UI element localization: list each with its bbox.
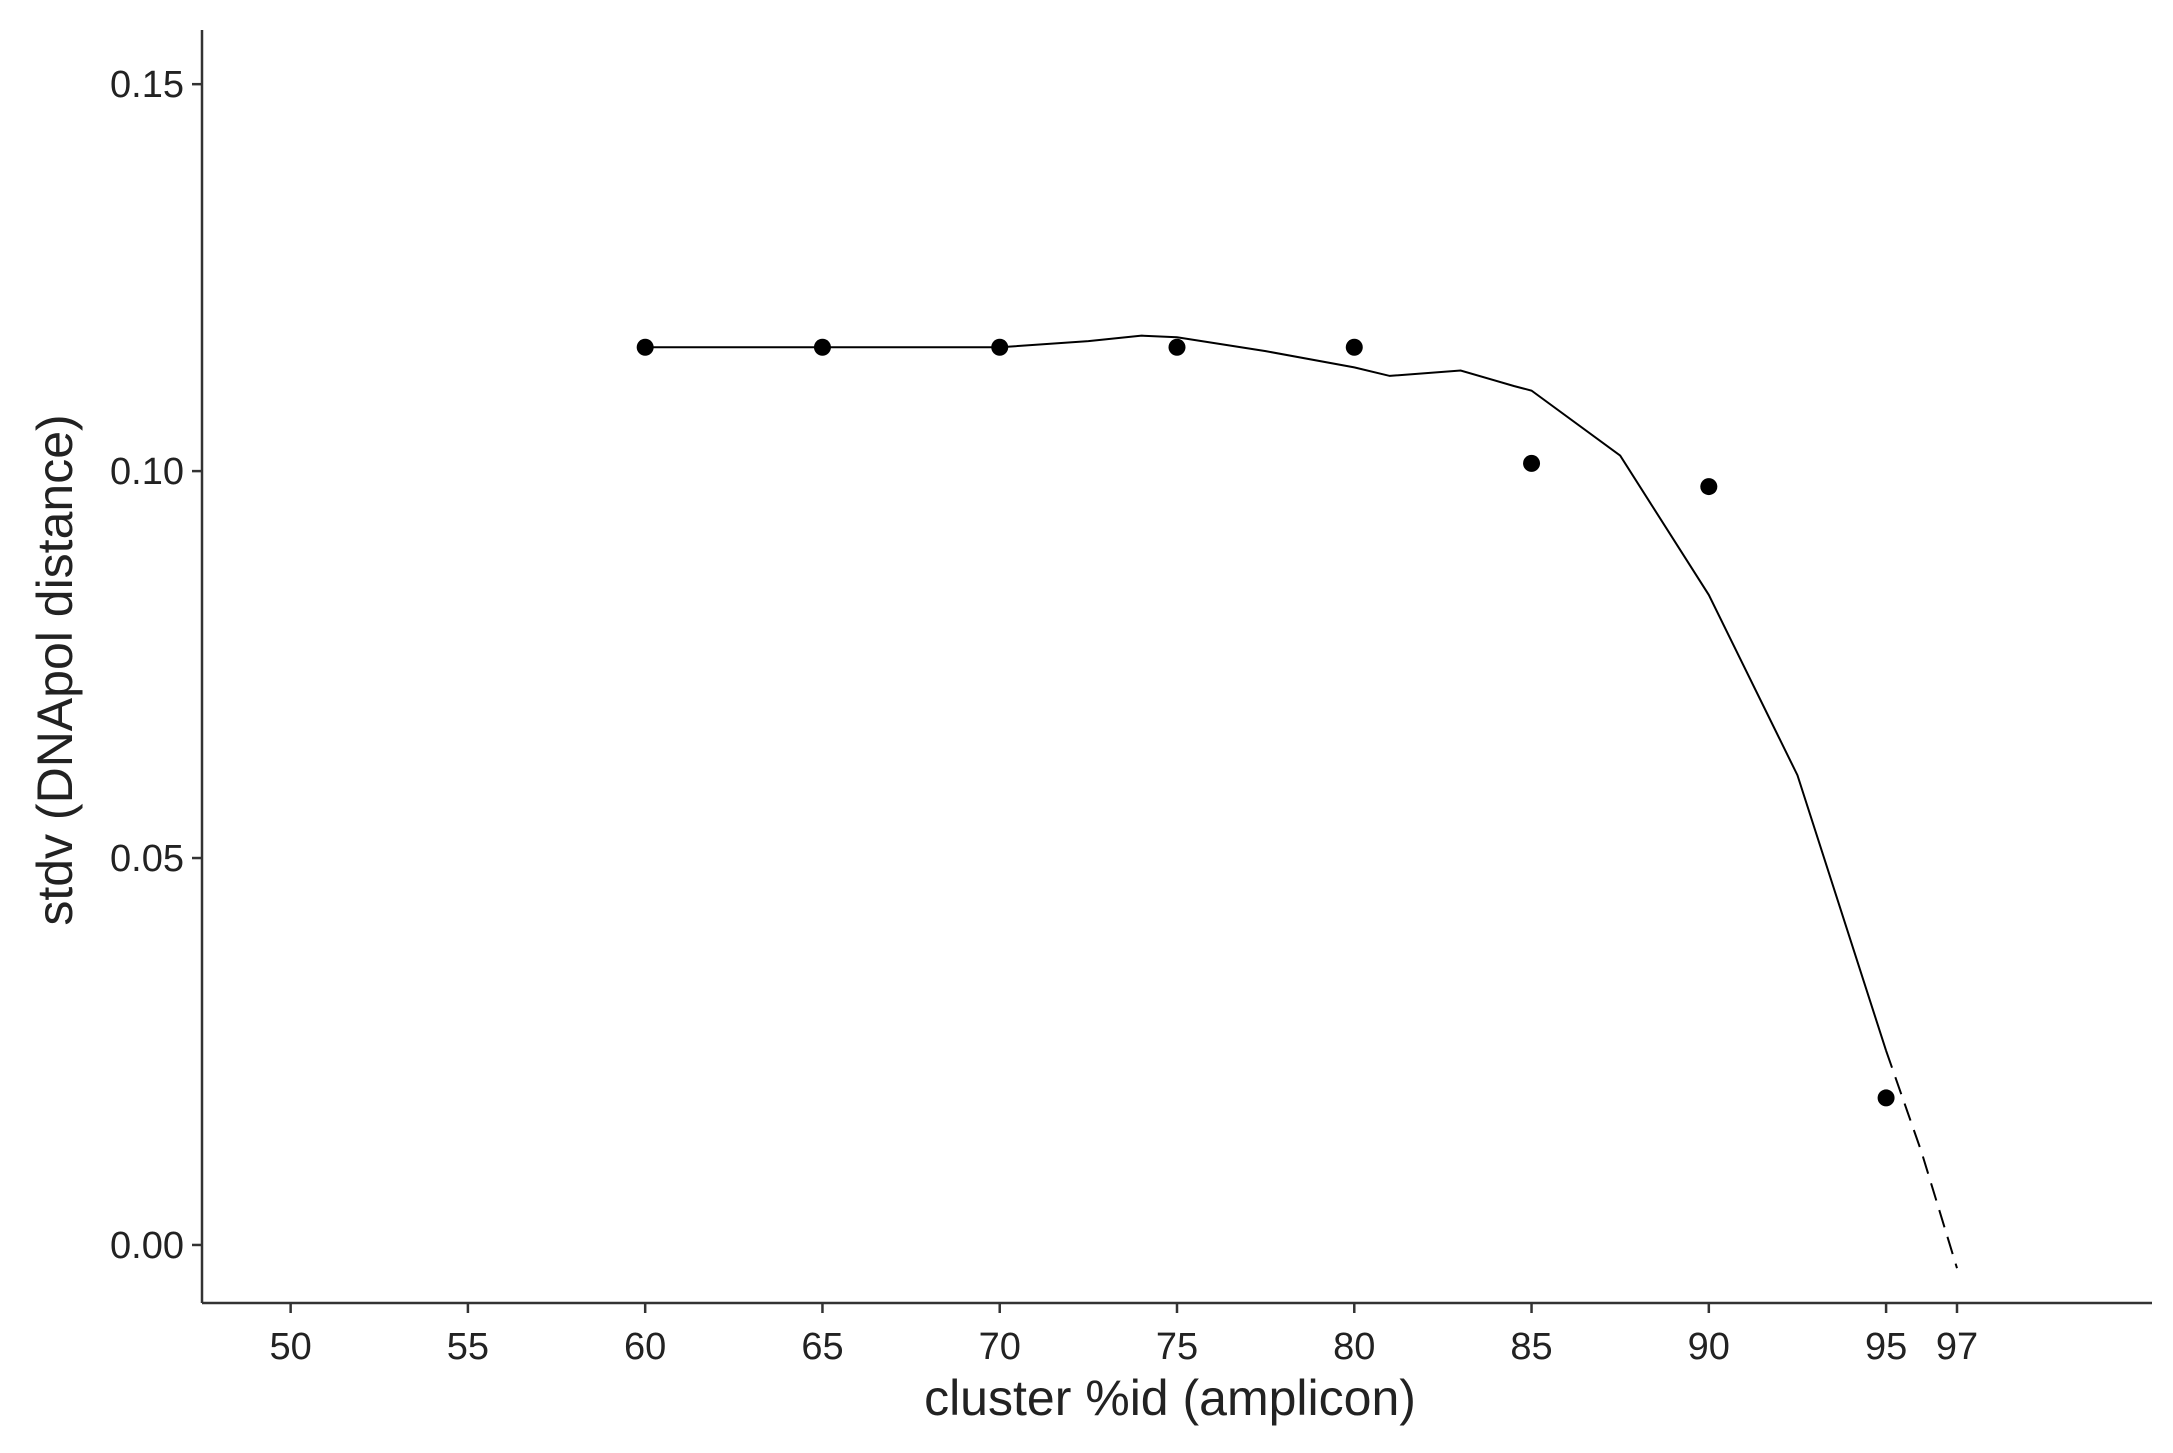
y-tick-label: 0.00 [110, 1225, 184, 1267]
x-tick-label: 97 [1936, 1326, 1978, 1368]
y-tick-label: 0.05 [110, 838, 184, 880]
point [813, 338, 831, 356]
point [1168, 338, 1186, 356]
x-axis-title: cluster %id (amplicon) [924, 1370, 1416, 1426]
fit-line [645, 334, 1888, 1052]
point [991, 338, 1009, 356]
x-tick-label: 60 [624, 1326, 666, 1368]
x-tick-label: 65 [801, 1326, 843, 1368]
x-tick-label: 55 [447, 1326, 489, 1368]
point [636, 338, 654, 356]
point [1877, 1089, 1895, 1107]
x-tick-label: 70 [979, 1326, 1021, 1368]
x-tick-label: 80 [1333, 1326, 1375, 1368]
y-axis-title: stdv (DNApol distance) [27, 414, 83, 925]
point [1523, 454, 1541, 472]
x-tick-label: 90 [1688, 1326, 1730, 1368]
point [1345, 338, 1363, 356]
x-tick-label: 85 [1510, 1326, 1552, 1368]
x-tick-label: 75 [1156, 1326, 1198, 1368]
extrapolated-line [1885, 1050, 1958, 1269]
x-tick-label: 50 [269, 1326, 311, 1368]
y-tick-label: 0.15 [110, 64, 184, 106]
x-tick-label: 95 [1865, 1326, 1907, 1368]
point [1700, 478, 1718, 496]
y-tick-label: 0.10 [110, 451, 184, 493]
